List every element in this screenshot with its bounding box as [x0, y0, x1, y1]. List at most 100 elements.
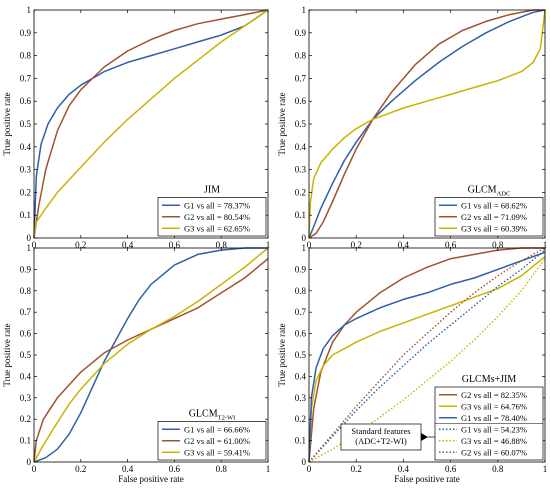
- legend-entry: G2 vs all = 82.35%: [461, 390, 527, 400]
- chart-panel-glcm-adc: 0 0.2 0.4 0.6 0.8 100.10.20.30.40.50.60.70.80…: [277, 5, 547, 260]
- x-tick-label: 0.2: [351, 240, 362, 250]
- y-tick-label: 0.6: [20, 329, 32, 339]
- y-tick-label: 0.1: [20, 436, 31, 446]
- legend-entry: G2 vs all = 61.00%: [184, 436, 250, 446]
- y-tick-label: 0.8: [295, 51, 307, 61]
- series-line-g2-1: [308, 9, 545, 239]
- callout-arrow: [421, 433, 428, 441]
- x-tick-label: 0.4: [122, 240, 134, 250]
- x-tick-label: 0.6: [169, 464, 181, 474]
- y-tick-label: 1: [27, 5, 32, 15]
- y-tick-label: 1: [27, 243, 32, 253]
- chart-title-subscript: T2-WI: [218, 415, 236, 422]
- y-tick-label: 0.2: [295, 187, 306, 197]
- callout-text: Standard features: [351, 426, 410, 436]
- legend-entry: G1 vs all = 78.37%: [184, 200, 250, 210]
- series-line-g3-2: [33, 247, 269, 463]
- x-tick-label: 0.6: [445, 464, 457, 474]
- y-tick-label: 0.5: [20, 350, 32, 360]
- y-tick-label: 0.1: [295, 436, 306, 446]
- legend-entry: G1 vs all = 66.66%: [184, 424, 250, 434]
- y-tick-label: 0.4: [20, 371, 32, 381]
- x-tick-label: 0: [307, 464, 312, 474]
- y-tick-label: 0.1: [20, 210, 31, 220]
- y-tick-label: 0.6: [20, 96, 32, 106]
- y-tick-label: 1: [302, 5, 307, 15]
- callout-box: [340, 423, 422, 451]
- series-line-g1-0: [308, 9, 546, 239]
- chart-title: GLCMs+JIM: [462, 374, 517, 385]
- legend-entry: G2 vs all = 80.54%: [184, 212, 250, 222]
- y-tick-label: 0.4: [20, 142, 32, 152]
- y-tick-label: 0.9: [295, 264, 307, 274]
- y-tick-label: 0.8: [295, 286, 307, 296]
- chart-panel-glcms-jim: 0 0.2 0.4 0.6 0.8 100.10.20.30.40.50.60.70.80…: [277, 243, 547, 484]
- x-tick-label: 1: [543, 240, 548, 250]
- y-tick-label: 0.1: [295, 210, 306, 220]
- y-tick-label: 0.9: [20, 264, 32, 274]
- series-line-g1-0: [33, 9, 269, 239]
- legend-entry: G1 vs all = 78.40%: [461, 413, 527, 423]
- x-tick-label: 0.4: [398, 240, 410, 250]
- y-tick-label: 0.7: [20, 307, 32, 317]
- y-tick-label: 0.6: [295, 329, 307, 339]
- y-tick-label: 0.5: [295, 119, 307, 129]
- series-line-g3-4: [308, 258, 546, 463]
- x-axis-label: False positive rate: [118, 474, 183, 484]
- y-tick-label: 0.7: [20, 73, 32, 83]
- x-tick-label: 0.2: [75, 464, 86, 474]
- chart-title-subscript: ADC: [497, 191, 511, 198]
- x-tick-label: 0.8: [492, 464, 504, 474]
- x-tick-label: 0: [307, 240, 312, 250]
- legend-entry: G3 vs all = 62.65%: [184, 223, 250, 233]
- y-tick-label: 0.6: [295, 96, 307, 106]
- y-tick-label: 0.9: [295, 28, 307, 38]
- y-tick-label: 0.5: [295, 350, 307, 360]
- y-tick-label: 0.3: [20, 165, 32, 175]
- y-tick-label: 0.4: [295, 371, 307, 381]
- y-tick-label: 0: [302, 233, 307, 243]
- series-line-g3-2: [308, 9, 546, 239]
- x-tick-label: 0.6: [169, 240, 181, 250]
- x-tick-label: 0.8: [216, 240, 228, 250]
- legend-entry: G3 vs all = 46.88%: [461, 436, 527, 446]
- x-tick-label: 1: [543, 464, 548, 474]
- y-tick-label: 1: [302, 243, 307, 253]
- legend-entry: G3 vs all = 59.41%: [184, 447, 250, 457]
- y-tick-label: 0.8: [20, 286, 32, 296]
- legend-entry: G2 vs all = 60.07%: [461, 447, 527, 457]
- x-tick-label: 1: [266, 240, 271, 250]
- callout-text: (ADC+T2-WI): [355, 436, 407, 446]
- y-tick-label: 0: [27, 457, 32, 467]
- series-line-g2-1: [33, 258, 269, 463]
- y-tick-label: 0.4: [295, 142, 307, 152]
- y-tick-label: 0.3: [20, 393, 32, 403]
- x-axis-label: False positive rate: [394, 474, 459, 484]
- y-tick-label: 0.3: [295, 393, 307, 403]
- y-tick-label: 0.2: [20, 414, 31, 424]
- series-line-g2-1: [33, 9, 269, 239]
- y-tick-label: 0.7: [295, 307, 307, 317]
- x-tick-label: 0.2: [351, 464, 362, 474]
- y-tick-label: 0: [27, 233, 32, 243]
- x-tick-label: 0.8: [216, 464, 228, 474]
- series-line-g3-2: [33, 9, 269, 239]
- legend-box: [157, 197, 267, 237]
- x-tick-label: 0: [32, 240, 37, 250]
- x-tick-label: 0.4: [398, 464, 410, 474]
- legend-entry: G1 vs all = 54.23%: [461, 424, 527, 434]
- x-tick-label: 0.4: [122, 464, 134, 474]
- y-tick-label: 0.7: [295, 73, 307, 83]
- x-tick-label: 0.2: [75, 240, 86, 250]
- y-tick-label: 0.5: [20, 119, 32, 129]
- series-line-g2-5: [308, 247, 546, 463]
- legend-entry: G1 vs all = 68.62%: [461, 200, 527, 210]
- legend-entry: G2 vs all = 71.09%: [461, 212, 527, 222]
- y-tick-label: 0.3: [295, 165, 307, 175]
- x-tick-label: 0.8: [492, 240, 504, 250]
- chart-panel-glcm-t2wi: 0 0.2 0.4 0.6 0.8 100.10.20.30.40.50.60.70.80…: [2, 243, 270, 484]
- y-tick-label: 0.2: [20, 187, 31, 197]
- y-tick-label: 0.2: [295, 414, 306, 424]
